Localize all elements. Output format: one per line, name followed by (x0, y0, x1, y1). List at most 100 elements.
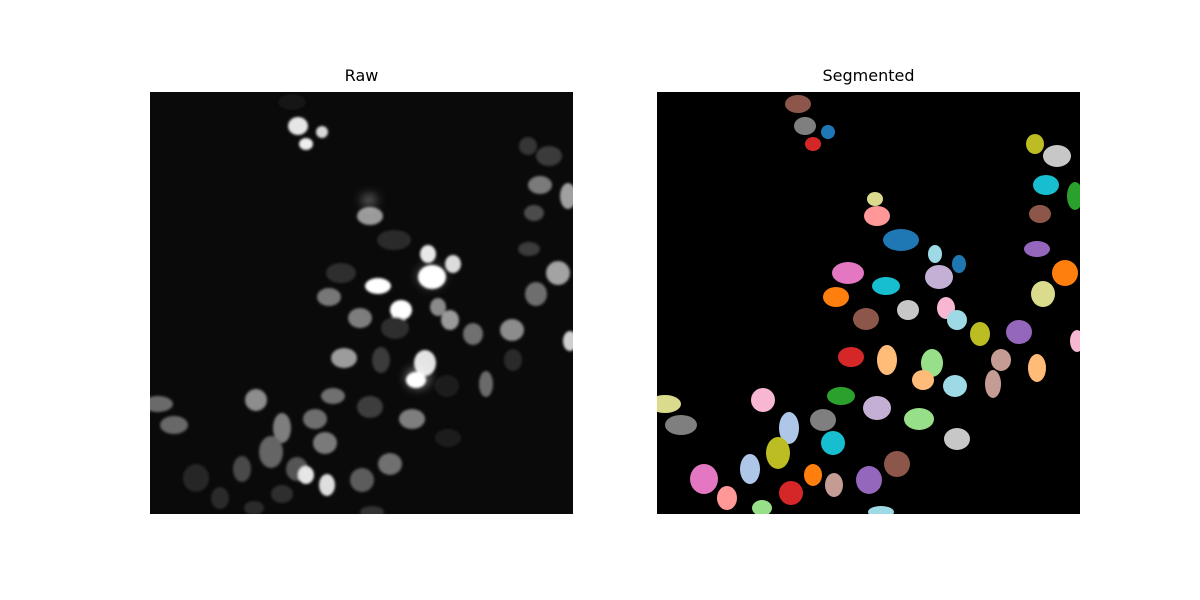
raw-nucleus (518, 242, 540, 256)
segmented-nucleus (868, 506, 894, 514)
glow-artifact (361, 194, 377, 206)
raw-nucleus (259, 436, 283, 468)
segmented-nuclei (657, 95, 1080, 514)
segmented-nucleus (921, 349, 943, 377)
raw-nucleus (381, 317, 409, 339)
segmented-nucleus (928, 245, 942, 263)
segmented-nucleus (897, 300, 919, 320)
raw-nucleus (372, 347, 390, 373)
segmented-nucleus (1026, 134, 1044, 154)
raw-nucleus (211, 487, 229, 509)
raw-nucleus (348, 308, 372, 328)
segmented-nucleus (864, 206, 890, 226)
segmented-nucleus (1033, 175, 1059, 195)
segmented-nucleus (823, 287, 849, 307)
segmented-nucleus (991, 349, 1011, 371)
segmented-nucleus (821, 431, 845, 455)
segmented-nucleus (925, 265, 953, 289)
raw-nucleus (390, 300, 412, 320)
raw-nucleus (445, 255, 461, 273)
raw-nucleus (399, 409, 425, 429)
raw-nucleus (528, 176, 552, 194)
segmented-nucleus (1070, 330, 1080, 352)
raw-nucleus (278, 94, 306, 110)
segmented-nucleus (904, 408, 934, 430)
segmented-nucleus (766, 437, 790, 469)
segmented-nucleus (1029, 205, 1051, 223)
raw-nucleus (500, 319, 524, 341)
raw-nucleus (183, 464, 209, 492)
segmentation-background (657, 92, 1080, 514)
raw-nucleus (563, 331, 573, 351)
segmented-nucleus (912, 370, 934, 390)
raw-panel-title: Raw (344, 66, 379, 85)
segmented-nucleus (838, 347, 864, 367)
raw-nucleus (365, 278, 391, 294)
raw-nucleus (245, 389, 267, 411)
segmented-nucleus (1067, 182, 1080, 210)
segmented-nucleus (853, 308, 879, 330)
segmented-nucleus (740, 454, 760, 484)
segmented-nucleus (821, 125, 835, 139)
raw-nucleus (504, 349, 522, 371)
segmented-nucleus (690, 464, 718, 494)
raw-nucleus (303, 409, 327, 429)
raw-nucleus (525, 282, 547, 306)
raw-nucleus (420, 245, 436, 263)
segmented-nucleus (785, 95, 811, 113)
segmented-nucleus (810, 409, 836, 431)
raw-nucleus (435, 375, 459, 397)
raw-nucleus (273, 413, 291, 443)
segmented-panel-title: Segmented (822, 66, 915, 85)
raw-nucleus (519, 137, 537, 155)
raw-nucleus (463, 323, 483, 345)
raw-nucleus (377, 230, 411, 250)
raw-nucleus (244, 501, 264, 514)
raw-nucleus (479, 371, 493, 397)
raw-nucleus (331, 348, 357, 368)
raw-nucleus (319, 474, 335, 496)
segmented-nucleus (944, 428, 970, 450)
segmented-nucleus (832, 262, 864, 284)
segmented-nucleus (970, 322, 990, 346)
segmented-nucleus (1052, 260, 1078, 286)
segmented-nucleus (1031, 281, 1055, 307)
raw-nucleus (321, 388, 345, 404)
raw-nucleus (546, 261, 570, 285)
raw-nucleus (360, 506, 384, 514)
segmented-nucleus (883, 229, 919, 251)
segmented-nucleus (884, 451, 910, 477)
segmented-nucleus (1024, 241, 1050, 257)
raw-glow-artifacts (361, 194, 445, 388)
segmented-nucleus (867, 192, 883, 206)
glow-artifact (406, 368, 430, 388)
segmented-nucleus (751, 388, 775, 412)
segmented-nucleus (805, 137, 821, 151)
raw-nucleus (560, 183, 573, 209)
raw-microscopy-image (150, 92, 573, 514)
segmented-nucleus (1028, 354, 1046, 382)
segmented-nucleus (943, 375, 967, 397)
raw-nucleus (233, 456, 251, 482)
segmented-nucleus (779, 412, 799, 444)
raw-nucleus (357, 207, 383, 225)
segmented-nucleus (657, 395, 681, 413)
segmented-nucleus (825, 473, 843, 497)
segmented-nucleus (794, 117, 816, 135)
segmented-nucleus (856, 466, 882, 494)
raw-background (150, 92, 573, 514)
segmented-nucleus (804, 464, 822, 486)
raw-nucleus (150, 396, 173, 412)
segmented-nucleus (877, 345, 897, 375)
glow-artifact (417, 264, 445, 288)
raw-nucleus (326, 263, 356, 283)
segmented-nucleus (752, 500, 772, 514)
segmented-nucleus (827, 387, 855, 405)
segmented-nucleus (1006, 320, 1032, 344)
raw-nucleus (299, 138, 313, 150)
raw-nucleus (298, 466, 314, 484)
raw-nucleus (378, 453, 402, 475)
segmented-nucleus (985, 370, 1001, 398)
raw-nucleus (536, 146, 562, 166)
raw-nucleus (288, 117, 308, 135)
